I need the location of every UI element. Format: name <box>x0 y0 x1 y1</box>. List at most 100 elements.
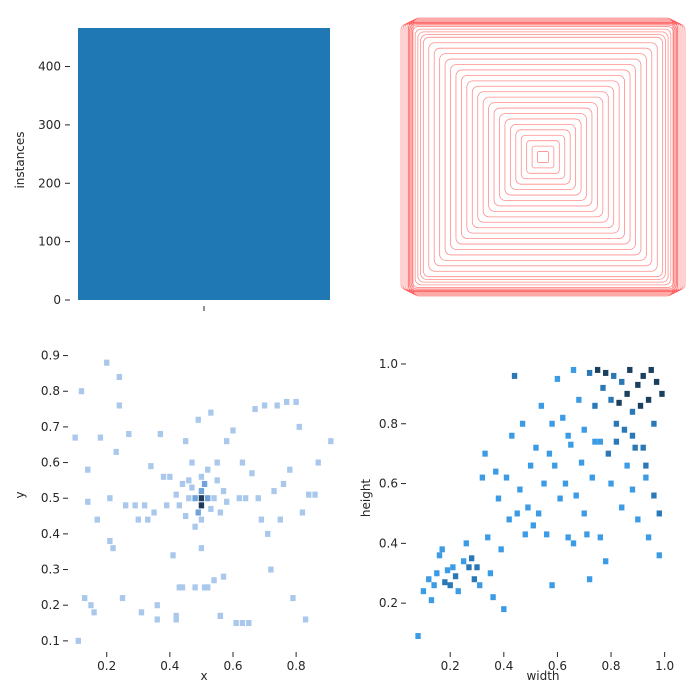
xy-cells <box>72 359 334 644</box>
heatmap-cell <box>72 434 78 441</box>
heatmap-cell <box>198 488 205 495</box>
x-tick-label: 1.0 <box>655 659 674 673</box>
bar <box>78 28 330 300</box>
heatmap-cell <box>562 480 569 487</box>
heatmap-cell <box>565 432 571 439</box>
heatmap-cell <box>605 450 612 457</box>
heatmap-cell <box>645 534 652 541</box>
y-tick-label: 400 <box>38 60 61 74</box>
y-tick-label: 0.1 <box>41 634 60 648</box>
heatmap-cell <box>208 505 214 512</box>
heatmap-cell <box>205 584 211 591</box>
box-outline <box>417 31 669 283</box>
heatmap-cell <box>182 513 189 520</box>
heatmap-cell <box>541 480 547 487</box>
heatmap-cell <box>195 509 201 516</box>
y-tick-label: 0.6 <box>41 456 60 470</box>
y-tick-label: 0.8 <box>379 417 398 431</box>
heatmap-cell <box>78 388 85 395</box>
heatmap-cell <box>116 402 123 409</box>
heatmap-cell <box>173 612 179 619</box>
instances-bar-chart: 0 100 200 300 400 instances <box>13 28 330 311</box>
heatmap-cell <box>517 486 523 493</box>
box-outline <box>422 36 664 278</box>
heatmap-cell <box>640 444 646 451</box>
y-tick-label: 0.2 <box>41 598 60 612</box>
heatmap-cell <box>645 396 652 403</box>
x-axis: 0.2 0.4 0.6 0.8 1.0 <box>441 652 674 673</box>
box-outline <box>412 17 674 297</box>
heatmap-cell <box>447 582 453 589</box>
heatmap-cell <box>122 502 129 509</box>
heatmap-cell <box>198 545 205 552</box>
heatmap-cell <box>268 566 274 573</box>
box-outline <box>410 24 676 290</box>
box-outline <box>444 58 642 256</box>
heatmap-cell <box>154 616 160 623</box>
heatmap-cell <box>119 595 126 602</box>
heatmap-cell <box>511 372 518 379</box>
heatmap-cell <box>436 552 443 559</box>
y-axis-label: instances <box>13 131 27 188</box>
y-axis: 0 100 200 300 400 <box>38 60 70 307</box>
y-axis-label: y <box>13 491 27 498</box>
heatmap-cell <box>271 488 277 495</box>
y-tick-label: 0.5 <box>41 491 60 505</box>
heatmap-cell <box>192 495 198 502</box>
heatmap-cell <box>426 576 432 583</box>
xy-heatmap: 0.1 0.2 0.3 0.4 0.5 0.6 0.7 0.8 0.9 0.2 0.4 0.6 0.8… <box>13 349 334 683</box>
width-height-heatmap: 0.2 0.4 0.6 0.8 1.0 0.2 0.4 0.6 0.8 1.0 width he… <box>359 357 674 683</box>
heatmap-cell <box>656 510 662 517</box>
heatmap-cell <box>312 491 318 498</box>
y-tick-label: 300 <box>38 118 61 132</box>
heatmap-cell <box>290 595 296 602</box>
box-outline <box>531 145 555 169</box>
heatmap-cell <box>220 573 227 580</box>
heatmap-cell <box>315 459 321 466</box>
heatmap-cell <box>629 432 636 439</box>
heatmap-cell <box>643 462 649 469</box>
heatmap-cell <box>651 420 657 427</box>
heatmap-cell <box>280 480 287 487</box>
y-tick-label: 0.9 <box>41 349 60 363</box>
heatmap-cell <box>246 620 252 627</box>
heatmap-cell <box>581 426 587 433</box>
box-outline <box>408 19 678 295</box>
y-axis: 0.2 0.4 0.6 0.8 1.0 <box>379 357 406 610</box>
heatmap-cell <box>460 558 467 565</box>
heatmap-cell <box>236 495 242 502</box>
heatmap-cell <box>173 491 179 498</box>
heatmap-cell <box>611 372 617 379</box>
wh-cells <box>415 366 665 640</box>
heatmap-cell <box>141 502 148 509</box>
x-tick-label: 0.4 <box>494 659 513 673</box>
heatmap-cell <box>148 463 154 470</box>
heatmap-cell <box>549 582 555 589</box>
heatmap-cell <box>201 584 208 591</box>
heatmap-cell <box>530 522 536 529</box>
heatmap-cell <box>85 498 91 505</box>
heatmap-cell <box>656 552 662 559</box>
heatmap-cell <box>535 510 542 517</box>
heatmap-cell <box>490 594 496 601</box>
y-tick-label: 0.8 <box>41 384 60 398</box>
heatmap-cell <box>176 584 183 591</box>
heatmap-cell <box>205 466 211 473</box>
heatmap-cell <box>584 531 590 538</box>
heatmap-cell <box>495 495 502 502</box>
box-outline <box>515 129 571 185</box>
heatmap-cell <box>302 616 309 623</box>
heatmap-cell <box>602 369 609 376</box>
y-tick-label: 1.0 <box>379 357 398 371</box>
heatmap-cell <box>629 486 636 493</box>
x-tick-label: 0.8 <box>601 659 620 673</box>
heatmap-cell <box>493 468 499 475</box>
heatmap-cell <box>179 480 186 487</box>
box-outline <box>414 28 672 286</box>
heatmap-cell <box>306 491 312 498</box>
heatmap-cell <box>205 495 211 502</box>
heatmap-cell <box>258 516 265 523</box>
x-axis-label: width <box>526 669 559 683</box>
heatmap-cell <box>525 504 531 511</box>
y-tick-label: 100 <box>38 235 61 249</box>
